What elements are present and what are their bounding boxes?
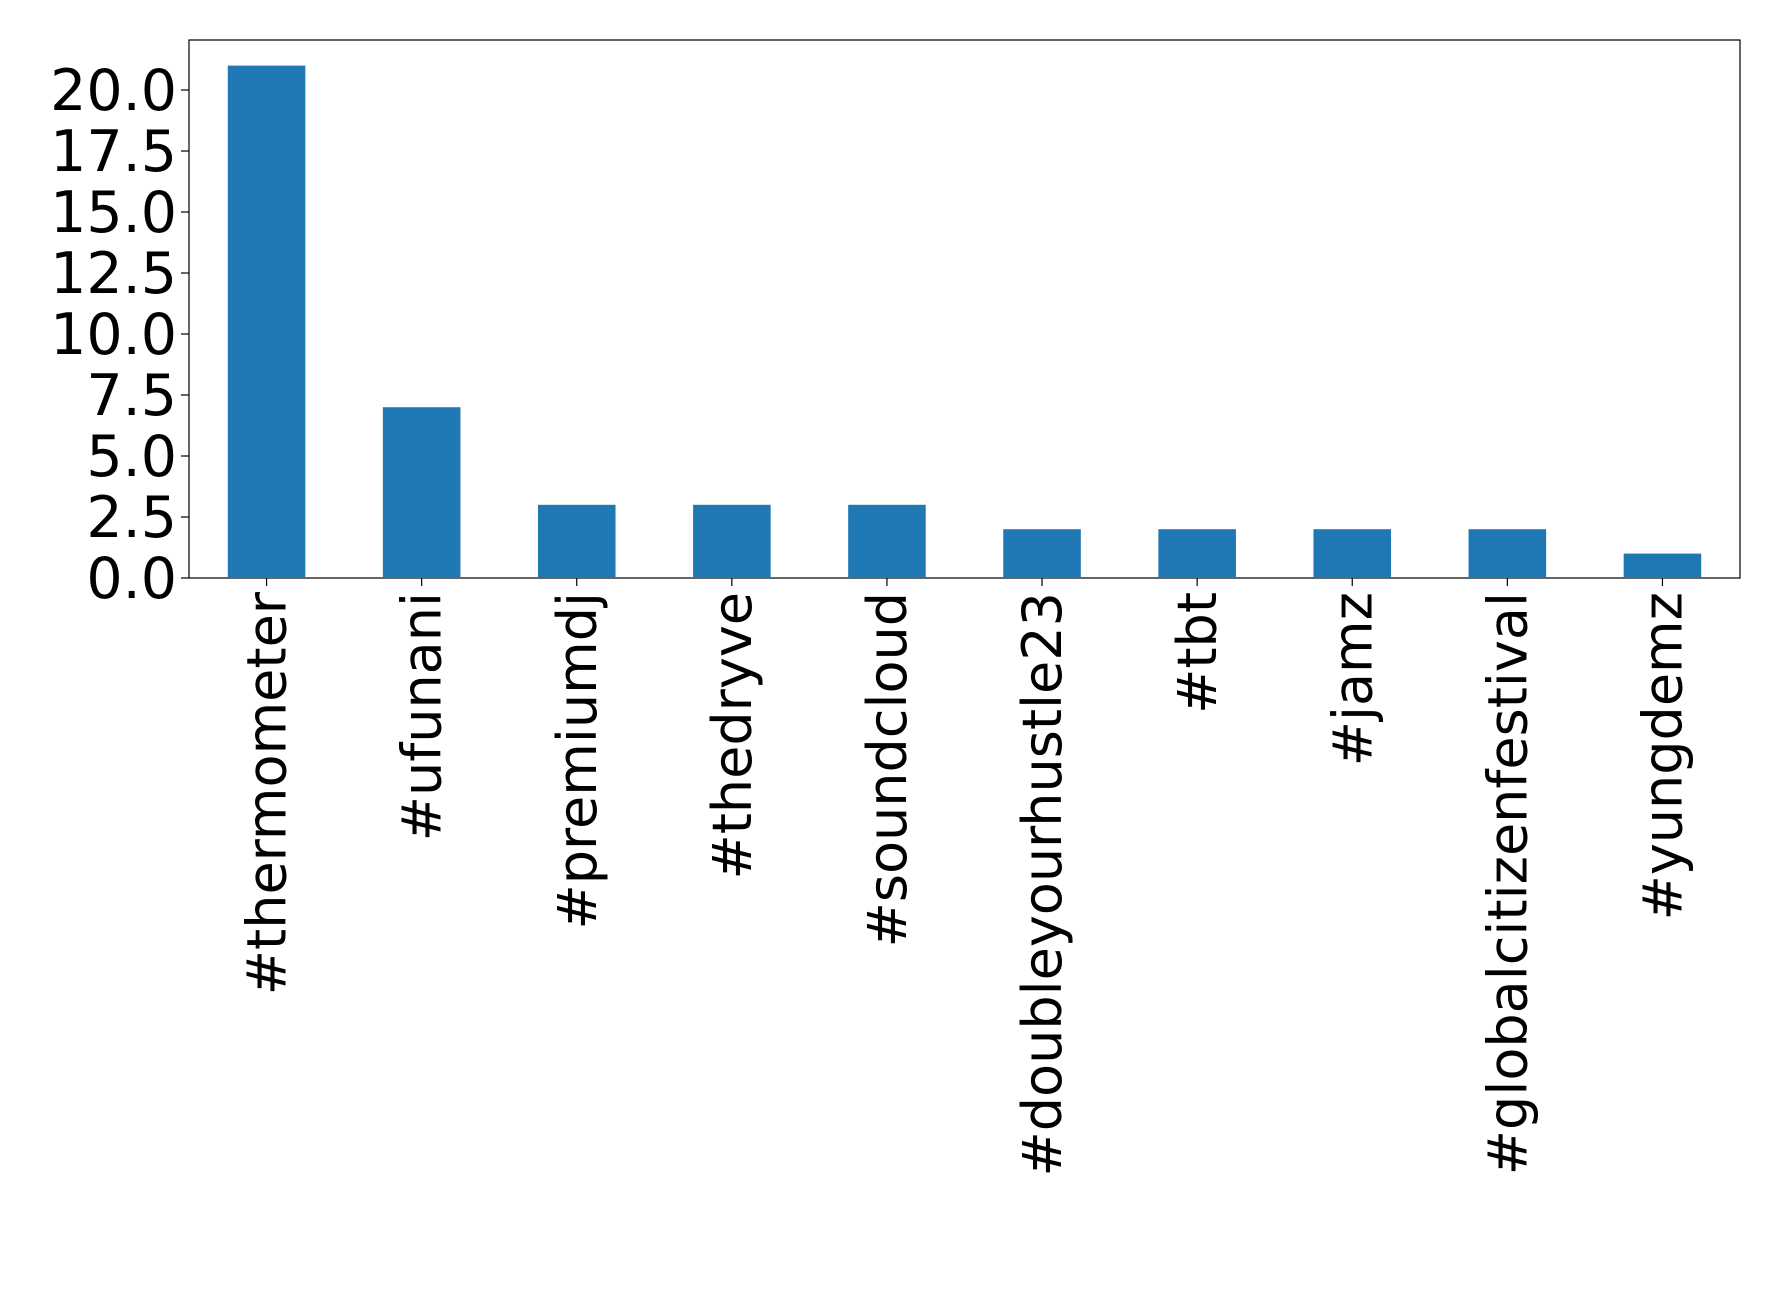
x-tick-label: #jamz	[1321, 592, 1384, 766]
bar	[848, 504, 926, 578]
bar	[1468, 529, 1547, 578]
x-tick-label: #ufunani	[391, 592, 454, 841]
y-tick-label: 2.5	[86, 485, 177, 551]
bar	[227, 65, 306, 579]
bar	[1313, 529, 1392, 578]
plot-frame	[188, 39, 1741, 579]
y-tick-label: 10.0	[50, 302, 177, 368]
y-tick-label: 12.5	[50, 241, 177, 307]
bar	[1623, 553, 1702, 578]
y-tick-label: 15.0	[50, 180, 177, 246]
y-tick-label: 20.0	[50, 58, 177, 124]
bar	[1158, 529, 1236, 578]
y-tick-label: 17.5	[50, 119, 177, 185]
x-tick-label: #thermometer	[236, 591, 299, 995]
y-tick-label: 5.0	[86, 424, 177, 490]
y-tick-label: 0.0	[86, 546, 177, 612]
x-tick-label: #tbt	[1166, 592, 1229, 714]
x-tick-label: #premiumdj	[546, 592, 609, 929]
bar	[1003, 529, 1081, 578]
x-tick-label: #soundcloud	[856, 592, 919, 947]
x-tick-label: #thedryve	[701, 592, 764, 879]
bar	[693, 504, 771, 578]
x-tick-label: #globalcitizenfestival	[1476, 592, 1539, 1175]
x-tick-label: #yungdemz	[1631, 592, 1694, 920]
x-tick-label: #doubleyourhustle23	[1011, 592, 1074, 1176]
bar	[382, 407, 461, 578]
y-tick-label: 7.5	[86, 363, 177, 429]
bar	[537, 504, 616, 578]
